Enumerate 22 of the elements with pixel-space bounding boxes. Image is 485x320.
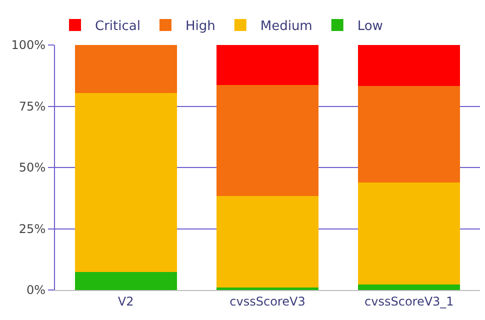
legend-label: High	[185, 19, 216, 34]
x-tick-label: cvssScoreV3_1	[364, 294, 454, 308]
legend-label: Critical	[95, 19, 140, 34]
x-tick-label: V2	[118, 294, 134, 308]
y-tick-label: 0%	[26, 283, 46, 298]
bar	[358, 284, 460, 290]
y-tick-label: 75%	[18, 99, 46, 114]
bar	[216, 45, 318, 86]
y-tick-label: 25%	[18, 222, 46, 236]
bar	[358, 86, 460, 182]
bar	[216, 85, 318, 196]
legend-label: Low	[357, 19, 384, 34]
bar	[74, 93, 177, 272]
bar	[358, 45, 460, 86]
bar	[74, 272, 177, 290]
legend-label: Medium	[260, 19, 312, 34]
bar	[74, 45, 177, 94]
y-tick-label: 50%	[18, 160, 46, 175]
y-tick-label: 100%	[11, 38, 46, 52]
bar	[216, 196, 318, 288]
x-tick-label: cvssScoreV3	[230, 294, 306, 308]
bar	[358, 182, 460, 285]
